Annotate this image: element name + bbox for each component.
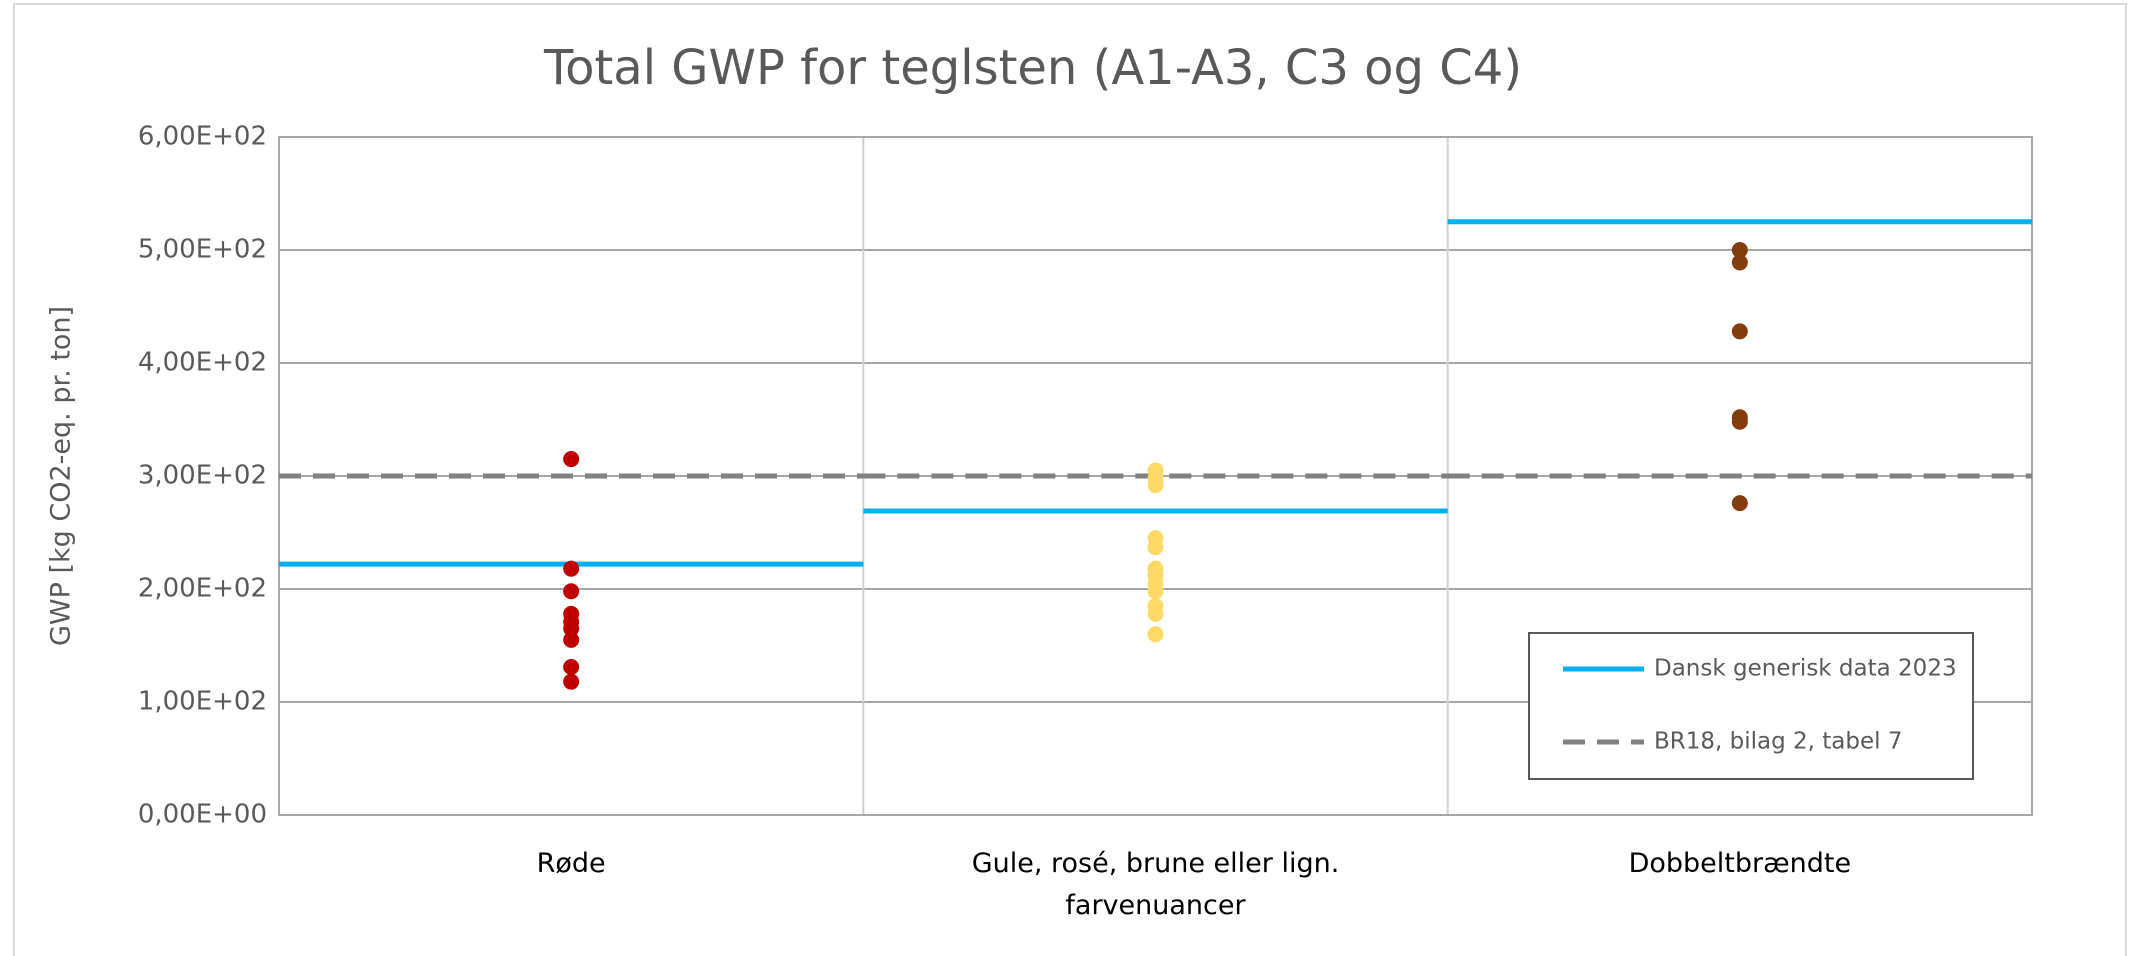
- data-point: [1147, 477, 1164, 494]
- data-point: [1147, 626, 1164, 643]
- x-tick-label: Gule, rosé, brune eller lign. farvenuanc…: [971, 848, 1340, 921]
- y-tick-label: 6,00E+02: [138, 122, 267, 152]
- data-point: [1731, 413, 1748, 430]
- data-point: [563, 583, 580, 600]
- data-point: [563, 631, 580, 648]
- y-axis-title: GWP [kg CO2-eq. pr. ton]: [46, 306, 77, 646]
- data-point: [1147, 539, 1164, 556]
- data-point: [1147, 605, 1164, 622]
- data-point: [1731, 254, 1748, 271]
- x-tick-label: Dobbeltbrændte: [1628, 848, 1852, 879]
- chart-title: Total GWP for teglsten (A1-A3, C3 og C4): [543, 40, 1522, 96]
- y-tick-label: 0,00E+00: [138, 800, 267, 830]
- chart-border: [13, 3, 2127, 956]
- y-tick-label: 3,00E+02: [138, 461, 267, 491]
- y-tick-label: 4,00E+02: [138, 348, 267, 378]
- data-point: [563, 560, 580, 577]
- legend-label: Dansk generisk data 2023: [1654, 656, 1957, 682]
- data-point: [563, 620, 580, 637]
- y-tick-label: 1,00E+02: [138, 687, 267, 717]
- data-point: [1731, 242, 1748, 258]
- data-point: [1731, 323, 1748, 340]
- data-point: [1731, 495, 1748, 512]
- data-point: [1147, 583, 1164, 600]
- y-tick-label: 2,00E+02: [138, 574, 267, 604]
- data-point: [563, 451, 580, 468]
- y-tick-label: 5,00E+02: [138, 235, 267, 265]
- x-tick-label: Røde: [536, 848, 606, 879]
- data-point: [563, 658, 580, 675]
- legend-label: BR18, bilag 2, tabel 7: [1654, 729, 1903, 755]
- legend-box: [1528, 632, 1974, 780]
- data-point: [563, 673, 580, 690]
